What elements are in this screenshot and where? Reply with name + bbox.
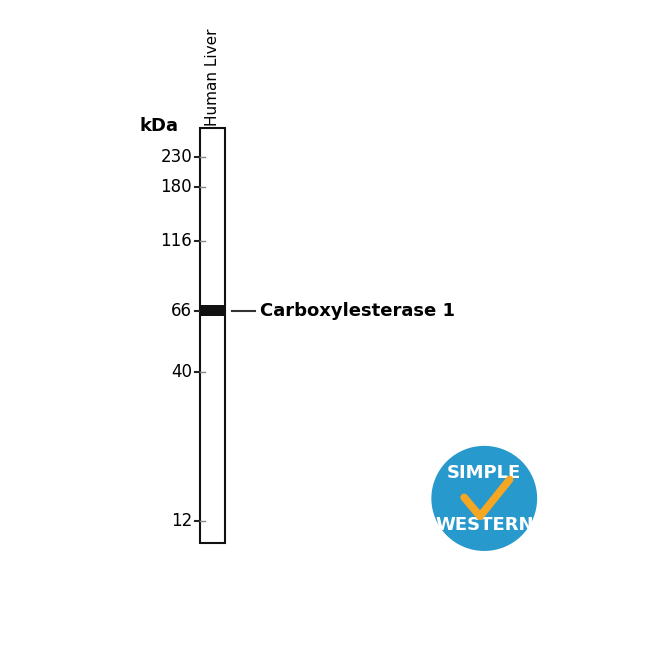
Bar — [200, 128, 225, 543]
Text: 116: 116 — [161, 232, 192, 250]
Text: kDa: kDa — [139, 116, 178, 135]
Text: Human Liver: Human Liver — [205, 28, 220, 125]
Text: 230: 230 — [161, 148, 192, 166]
Text: 12: 12 — [171, 512, 192, 530]
Text: 40: 40 — [171, 363, 192, 382]
Text: Carboxylesterase 1: Carboxylesterase 1 — [260, 302, 455, 320]
Text: 180: 180 — [161, 178, 192, 196]
Bar — [200, 305, 225, 316]
Text: SIMPLE: SIMPLE — [447, 464, 521, 482]
Text: 66: 66 — [171, 302, 192, 320]
Circle shape — [432, 446, 537, 551]
Text: WESTERN: WESTERN — [435, 515, 534, 534]
